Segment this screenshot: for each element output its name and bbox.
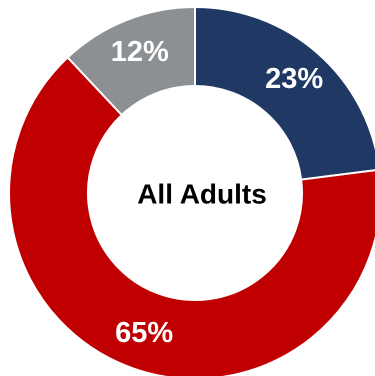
slice-labels: 23% 65% 12% (111, 36, 324, 349)
slice-label-1: 65% (115, 317, 173, 349)
center-label: All Adults (137, 178, 267, 209)
donut-slice-2 (66, 5, 196, 117)
slice-label-2: 12% (111, 36, 169, 68)
donut-slices (8, 5, 375, 376)
slice-label-0: 23% (265, 63, 323, 95)
donut-slice-0 (194, 5, 375, 181)
donut-slice-1 (8, 55, 375, 376)
